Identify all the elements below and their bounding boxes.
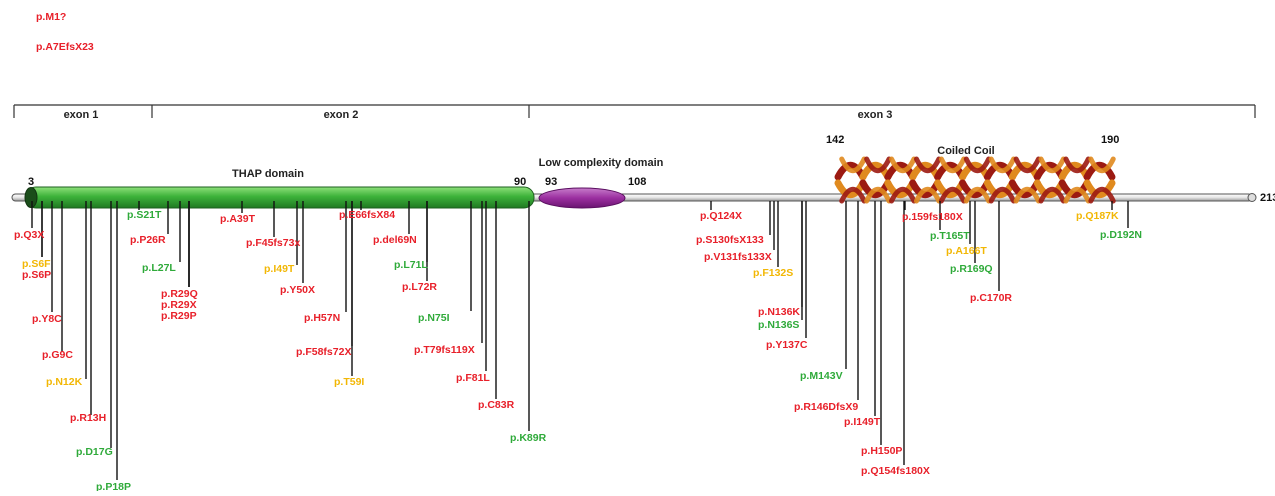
helix-turn <box>889 186 917 204</box>
position-90: 90 <box>514 176 526 188</box>
helix-turn <box>938 186 967 204</box>
mutation-label: p.E66fsX84 <box>339 209 395 221</box>
low-complexity-label: Low complexity domain <box>539 157 664 169</box>
mutation-label: p.F58fs72X <box>296 346 351 358</box>
position-108: 108 <box>628 176 646 188</box>
thap-domain-label: THAP domain <box>232 168 304 180</box>
mutation-label: p.A166T <box>946 245 987 257</box>
helix-turn <box>864 186 892 204</box>
helix-turn <box>988 156 1017 174</box>
mutation-stems <box>31 201 1129 480</box>
helix-turn <box>1063 156 1091 174</box>
position-93: 93 <box>545 176 557 188</box>
mutation-label: p.R29X <box>161 299 197 311</box>
mutation-label: p.S6P <box>22 269 51 281</box>
mutation-label: p.Q124X <box>700 210 742 222</box>
mutation-label: p.A39T <box>220 213 256 225</box>
mutation-label: p.Y8C <box>32 313 62 325</box>
mutation-label: p.Q154fs180X <box>861 465 930 477</box>
helix-turn <box>1083 179 1116 199</box>
exon-bracket <box>13 104 1256 118</box>
mutation-label: p.R29P <box>161 310 197 322</box>
mutation-label: p.C83R <box>478 399 515 411</box>
top-mutation-label: p.A7EfsX23 <box>36 41 94 53</box>
thap-domain-end-cap <box>24 187 38 208</box>
mutation-label: p.L72R <box>402 281 437 293</box>
position-142: 142 <box>826 134 844 146</box>
mutation-label: p.I149T <box>844 416 881 428</box>
helix-turn <box>913 156 942 174</box>
mutation-label: p.T165T <box>930 230 970 242</box>
mutation-label: p.L27L <box>142 262 176 274</box>
mutation-label: p.T79fs119X <box>414 344 475 356</box>
mutation-label: p.N75I <box>418 312 450 324</box>
mutation-label: p.R29Q <box>161 288 198 300</box>
helix-turn <box>913 186 942 204</box>
top-mutation-label: p.M1? <box>36 11 66 23</box>
mutation-label: p.N136K <box>758 306 800 318</box>
mutation-label: p.Q187K <box>1076 210 1119 222</box>
helix-turn <box>963 156 992 174</box>
mutation-label: p.M143V <box>800 370 843 382</box>
mutation-label: p.N136S <box>758 319 799 331</box>
mutation-label: p.H150P <box>861 445 902 457</box>
mutation-label: p.L71L <box>394 259 428 271</box>
helix-turn <box>1088 186 1116 204</box>
helix-turn <box>864 156 892 174</box>
low-complexity-domain <box>538 187 626 209</box>
mutation-label: p.G9C <box>42 349 73 361</box>
coiled-coil-helix <box>834 156 1116 204</box>
helix-turn <box>1063 186 1091 204</box>
helix-turn <box>1083 161 1116 181</box>
mutation-label: p.I49T <box>264 263 295 275</box>
exon-3-label: exon 3 <box>858 109 893 121</box>
mutation-label: p.D17G <box>76 446 113 458</box>
mutation-label: p.V131fs133X <box>704 251 772 263</box>
position-213: 213 <box>1260 192 1275 204</box>
mutation-label: p.159fs180X <box>902 211 963 223</box>
mutation-label: p.D192N <box>1100 229 1142 241</box>
mutation-label: p.S21T <box>127 209 162 221</box>
helix-turn <box>889 156 917 174</box>
mutation-label: p.C170R <box>970 292 1012 304</box>
mutation-label: p.del69N <box>373 234 417 246</box>
helix-turn <box>938 156 967 174</box>
exon-2-label: exon 2 <box>324 109 359 121</box>
mutation-label: p.R146DfsX9 <box>794 401 858 413</box>
backbone-end-cap <box>1247 193 1257 202</box>
helix-turn <box>1013 186 1042 204</box>
helix-turn <box>1088 156 1116 174</box>
mutation-label: p.H57N <box>304 312 340 324</box>
helix-turn <box>1038 186 1066 204</box>
mutation-label: p.F45fs73x <box>246 237 300 249</box>
exon-1-label: exon 1 <box>64 109 99 121</box>
helix-turn <box>988 186 1017 204</box>
mutation-label: p.R13H <box>70 412 106 424</box>
coiled-coil-label: Coiled Coil <box>937 145 994 157</box>
mutation-label: p.K89R <box>510 432 547 444</box>
mutation-label: p.N12K <box>46 376 83 388</box>
mutation-label: p.Y137C <box>766 339 808 351</box>
helix-turn <box>839 186 867 204</box>
helix-turn <box>839 156 867 174</box>
mutation-label: p.S6F <box>22 258 51 270</box>
mutation-label: p.T59I <box>334 376 364 388</box>
position-3: 3 <box>28 176 34 188</box>
mutation-label: p.P26R <box>130 234 166 246</box>
mutation-label: p.F132S <box>753 267 793 279</box>
mutation-label: p.S130fsX133 <box>696 234 764 246</box>
mutation-label: p.R169Q <box>950 263 993 275</box>
thap-domain <box>25 186 535 209</box>
mutation-label: p.Q3X <box>14 229 44 241</box>
mutation-label: p.P18P <box>96 481 131 491</box>
helix-turn <box>1038 156 1066 174</box>
position-190: 190 <box>1101 134 1119 146</box>
mutation-label: p.Y50X <box>280 284 315 296</box>
helix-turn <box>963 186 992 204</box>
mutation-label: p.F81L <box>456 372 490 384</box>
helix-turn <box>1013 156 1042 174</box>
